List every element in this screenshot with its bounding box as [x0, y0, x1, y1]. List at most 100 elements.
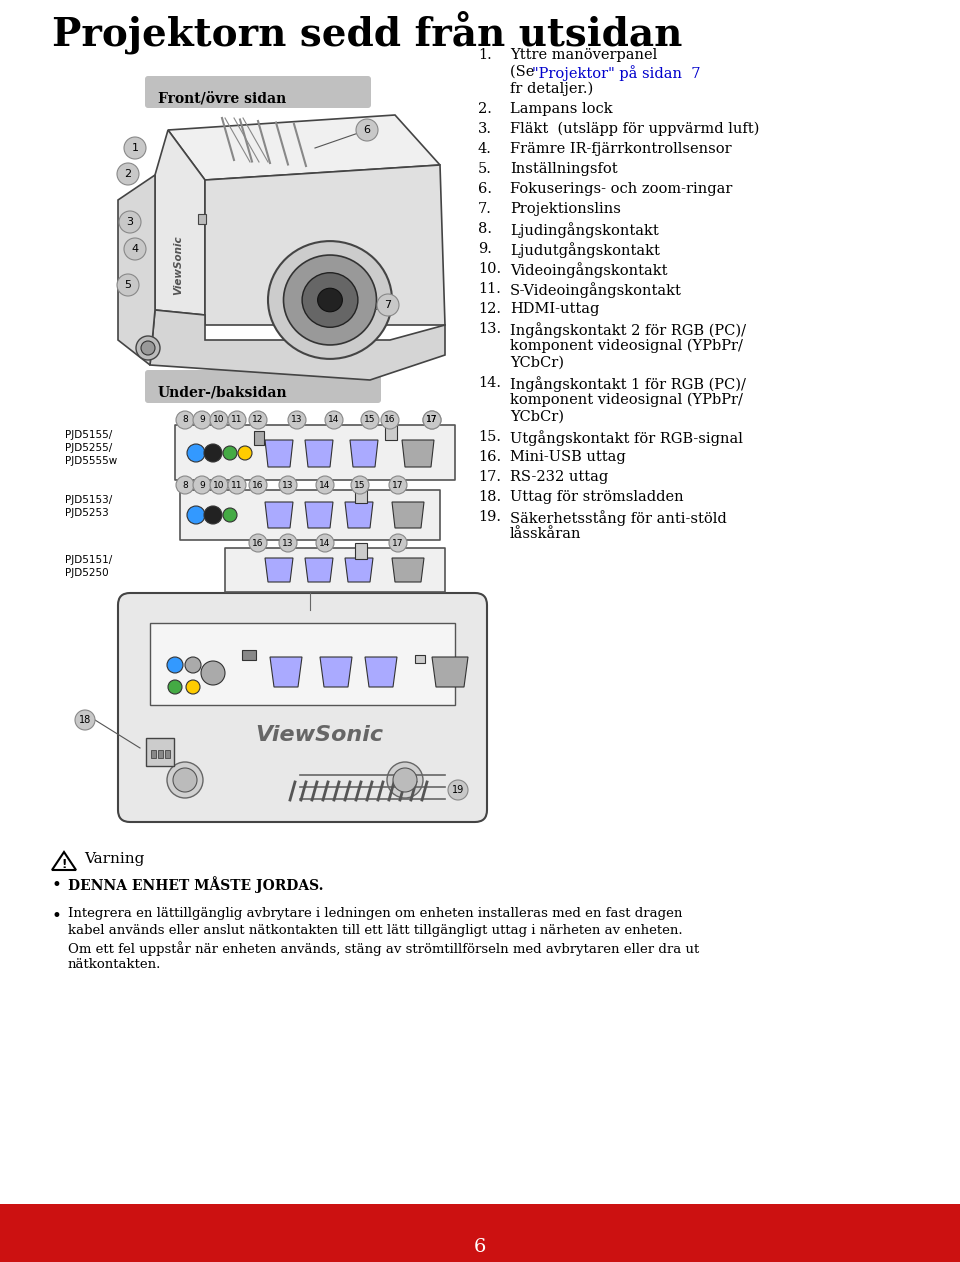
Text: 11: 11 — [231, 481, 243, 490]
Text: 8: 8 — [182, 481, 188, 490]
Circle shape — [117, 274, 139, 297]
Bar — [151, 750, 156, 758]
Text: PJD5151/
PJD5250: PJD5151/ PJD5250 — [65, 555, 112, 578]
Text: Ingångskontakt 2 för RGB (PC)/: Ingångskontakt 2 för RGB (PC)/ — [510, 322, 746, 338]
Text: Om ett fel uppstår när enheten används, stäng av strömtillförseln med avbrytaren: Om ett fel uppstår när enheten används, … — [68, 941, 699, 955]
Ellipse shape — [302, 273, 358, 327]
Circle shape — [423, 411, 441, 429]
Text: 11.: 11. — [478, 281, 501, 297]
FancyBboxPatch shape — [145, 76, 371, 109]
Circle shape — [381, 411, 399, 429]
Circle shape — [351, 476, 369, 493]
Circle shape — [223, 445, 237, 461]
Circle shape — [387, 762, 423, 798]
Bar — [242, 650, 256, 660]
FancyBboxPatch shape — [118, 593, 487, 822]
Circle shape — [193, 476, 211, 493]
Circle shape — [249, 476, 267, 493]
Polygon shape — [392, 558, 424, 582]
Text: S-Videoingångskontakt: S-Videoingångskontakt — [510, 281, 682, 298]
Circle shape — [187, 506, 205, 524]
Text: YCbCr): YCbCr) — [510, 356, 564, 370]
Circle shape — [279, 534, 297, 551]
Text: 9: 9 — [199, 415, 204, 424]
Text: 10: 10 — [213, 481, 225, 490]
Text: Front/övre sidan: Front/övre sidan — [158, 92, 286, 106]
Polygon shape — [168, 115, 440, 180]
Text: 7: 7 — [384, 300, 392, 310]
Polygon shape — [350, 440, 378, 467]
Circle shape — [316, 534, 334, 551]
Text: kabel används eller anslut nätkontakten till ett lätt tillgängligt uttag i närhe: kabel används eller anslut nätkontakten … — [68, 924, 683, 936]
Text: 17: 17 — [426, 415, 438, 424]
Text: HDMI-uttag: HDMI-uttag — [510, 302, 599, 316]
Circle shape — [167, 658, 183, 673]
Text: 5.: 5. — [478, 162, 492, 175]
Bar — [225, 548, 445, 592]
Circle shape — [389, 534, 407, 551]
Text: 14.: 14. — [478, 376, 501, 390]
Text: 6.: 6. — [478, 182, 492, 196]
Polygon shape — [392, 502, 424, 528]
Text: komponent videosignal (YPbPr/: komponent videosignal (YPbPr/ — [510, 339, 743, 353]
Text: Främre IR-fjärrkontrollsensor: Främre IR-fjärrkontrollsensor — [510, 143, 732, 156]
Text: 17: 17 — [393, 481, 404, 490]
Circle shape — [423, 411, 441, 429]
Bar — [355, 543, 367, 559]
Ellipse shape — [268, 241, 392, 358]
Text: ViewSonic: ViewSonic — [255, 724, 384, 745]
Text: Varning: Varning — [84, 852, 144, 866]
Text: !: ! — [61, 857, 66, 871]
Bar — [158, 750, 163, 758]
Bar — [146, 738, 174, 766]
Text: 13: 13 — [282, 481, 294, 490]
Bar — [175, 425, 455, 480]
Text: Utgångskontakt för RGB-signal: Utgångskontakt för RGB-signal — [510, 430, 743, 445]
Circle shape — [448, 780, 468, 800]
Circle shape — [176, 476, 194, 493]
Text: 3.: 3. — [478, 122, 492, 136]
Text: Under-/baksidan: Under-/baksidan — [158, 386, 288, 400]
Polygon shape — [118, 175, 155, 365]
Text: 17: 17 — [393, 539, 404, 548]
Text: 10.: 10. — [478, 262, 501, 276]
Text: 10: 10 — [213, 415, 225, 424]
Polygon shape — [270, 658, 302, 687]
Text: 14: 14 — [320, 539, 330, 548]
Polygon shape — [345, 558, 373, 582]
Text: Projektorn sedd från utsidan: Projektorn sedd från utsidan — [52, 10, 683, 53]
Polygon shape — [305, 558, 333, 582]
Circle shape — [210, 411, 228, 429]
Circle shape — [75, 711, 95, 729]
Polygon shape — [205, 165, 445, 326]
Circle shape — [124, 138, 146, 159]
Circle shape — [204, 506, 222, 524]
Circle shape — [210, 476, 228, 493]
Polygon shape — [305, 502, 333, 528]
Text: 2.: 2. — [478, 102, 492, 116]
Polygon shape — [320, 658, 352, 687]
Circle shape — [389, 476, 407, 493]
Text: (Se: (Se — [510, 66, 539, 80]
Text: 18: 18 — [79, 716, 91, 724]
Text: Yttre manöverpanel: Yttre manöverpanel — [510, 48, 658, 62]
Bar — [254, 432, 264, 445]
Text: 4: 4 — [132, 244, 138, 254]
Text: Lampans lock: Lampans lock — [510, 102, 612, 116]
Text: 1.: 1. — [478, 48, 492, 62]
Text: 13.: 13. — [478, 322, 501, 336]
Text: Fokuserings- och zoom-ringar: Fokuserings- och zoom-ringar — [510, 182, 732, 196]
Text: 19: 19 — [452, 785, 464, 795]
Text: 14: 14 — [328, 415, 340, 424]
Text: 16: 16 — [252, 481, 264, 490]
Text: •: • — [52, 907, 61, 925]
Bar — [150, 623, 455, 705]
Bar — [385, 420, 397, 440]
Bar — [0, 1204, 960, 1262]
Text: 15: 15 — [364, 415, 375, 424]
Text: 9.: 9. — [478, 242, 492, 256]
Text: 13: 13 — [282, 539, 294, 548]
Circle shape — [288, 411, 306, 429]
Text: 14: 14 — [320, 481, 330, 490]
Bar — [180, 490, 440, 540]
